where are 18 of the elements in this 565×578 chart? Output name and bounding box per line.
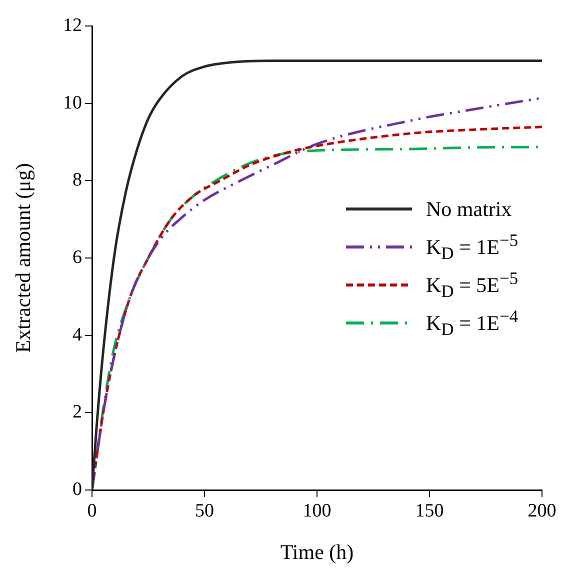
y-tick-label: 0 bbox=[72, 478, 82, 500]
legend-label: K$_{D}$ = 1E$^{−5}$ bbox=[426, 230, 518, 264]
y-tick-label: 10 bbox=[63, 92, 82, 114]
legend-label: K$_{D}$ = 1E$^{−4}$ bbox=[426, 306, 518, 340]
y-tick-label: 2 bbox=[72, 402, 82, 423]
y-tick-label: 6 bbox=[72, 246, 82, 268]
x-tick-label: 0 bbox=[87, 500, 97, 522]
y-axis-title: Extracted amount (μg) bbox=[11, 163, 36, 353]
y-tick-label: 4 bbox=[72, 324, 82, 346]
x-tick-label: 200 bbox=[528, 500, 556, 522]
x-axis-title: Time (h) bbox=[280, 540, 354, 564]
x-tick-label: 150 bbox=[415, 500, 444, 522]
legend-label: K$_{D}$ = 5E$^{−5}$ bbox=[426, 268, 518, 302]
x-tick-label: 100 bbox=[302, 500, 332, 522]
x-tick-label: 50 bbox=[195, 500, 214, 522]
legend-label: No matrix bbox=[426, 196, 512, 222]
y-tick-label: 8 bbox=[72, 170, 82, 191]
y-tick-label: 12 bbox=[63, 14, 82, 36]
